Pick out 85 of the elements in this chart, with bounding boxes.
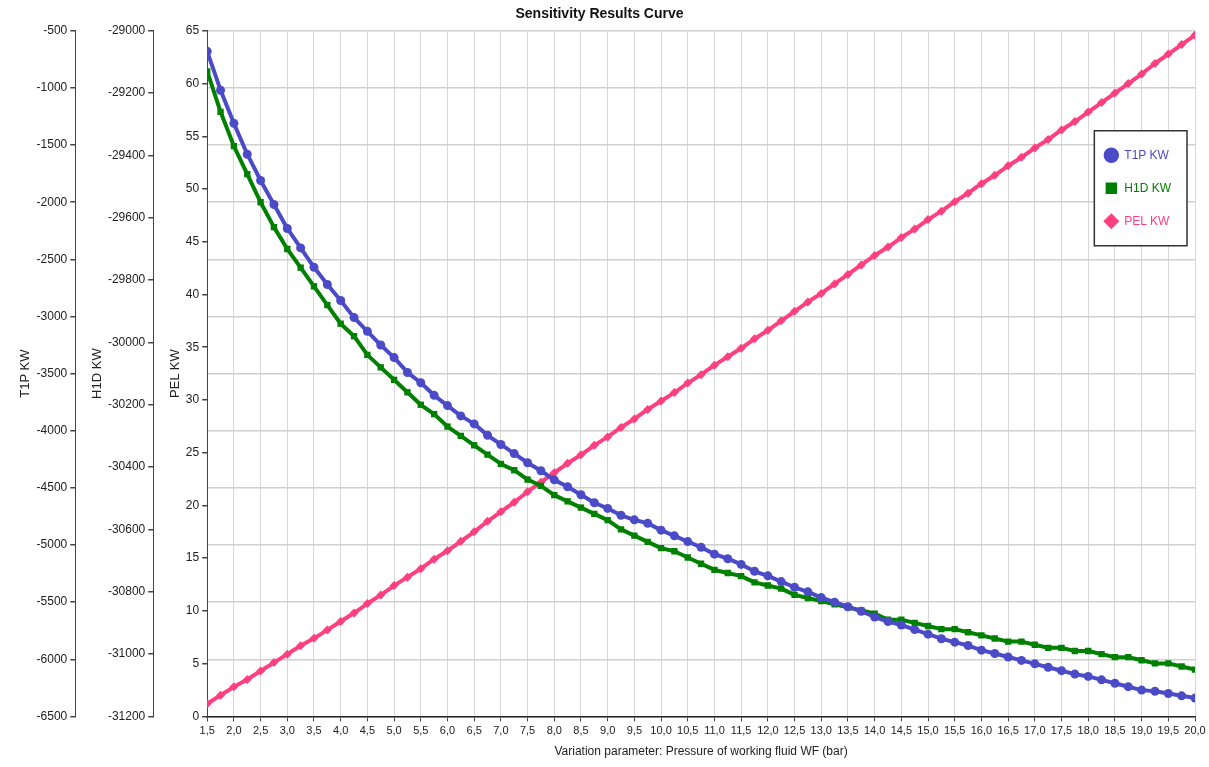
x-tick-label: 2,0 [226,724,242,737]
x-tick-label: 7,0 [493,724,509,737]
y3-axis-title: PEL KW [166,348,182,398]
legend-label: T1P KW [1124,147,1170,162]
x-tick-label: 9,0 [600,724,616,737]
x-tick-label: 19,0 [1130,724,1153,737]
x-tick-label: 15,0 [917,724,939,737]
y2-tick-label: -30800 [107,584,146,599]
y-tick-label: -3500 [36,365,68,380]
y-tick-label: -5000 [36,537,68,552]
y-tick-label: -3000 [36,308,68,323]
y3-tick-label: 10 [185,603,200,618]
x-tick-label: 12,0 [757,724,779,737]
legend-label: PEL KW [1124,213,1170,228]
y-tick-label: -1000 [36,80,68,95]
x-tick-label: 8,5 [573,724,589,737]
y2-tick-label: -29400 [107,147,146,162]
y2-tick-label: -29200 [107,85,146,100]
y2-tick-label: -30400 [107,459,146,474]
x-tick-label: 5,5 [413,724,429,737]
x-tick-label: 10,0 [650,724,672,737]
y-tick-label: -4500 [36,480,68,495]
y2-tick-label: -29600 [107,210,146,225]
y3-tick-label: 15 [185,550,200,565]
x-tick-label: 15,5 [944,724,966,737]
x-tick-label: 14,0 [863,724,886,737]
x-tick-label: 5,0 [386,724,402,737]
y2-tick-label: -30200 [107,397,146,412]
y3-tick-label: 60 [185,75,200,90]
y3-tick-label: 5 [192,655,200,670]
x-tick-label: 16,0 [970,724,993,737]
x-tick-label: 4,5 [359,724,376,737]
x-tick-label: 6,5 [466,724,482,737]
y2-axis-title: H1D KW [88,347,104,399]
y2-tick-label: -30600 [107,521,146,536]
x-tick-label: 11,0 [704,724,725,737]
y2-tick-label: -31000 [107,646,146,661]
y-tick-label: -6500 [36,708,68,723]
legend-label: H1D KW [1124,180,1172,195]
y3-tick-label: 35 [185,339,200,354]
y2-tick-label: -29000 [107,23,146,38]
x-tick-label: 11,5 [730,724,752,737]
x-tick-label: 17,0 [1024,724,1046,737]
y3-tick-label: 45 [185,234,200,249]
x-tick-label: 20,0 [1184,724,1206,737]
y3-tick-label: 40 [185,286,200,301]
y3-tick-label: 50 [185,181,200,196]
x-tick-label: 2,5 [252,724,269,737]
y3-tick-label: 0 [192,708,200,723]
x-tick-label: 3,0 [279,724,295,737]
x-tick-label: 10,5 [677,724,699,737]
y3-tick-label: 20 [185,497,200,512]
x-tick-label: 12,5 [783,724,806,737]
chart-title: Sensitivity Results Curve [515,5,684,22]
x-axis-title: Variation parameter: Pressure of working fluid WF (bar) [554,744,848,759]
x-tick-label: 16,5 [997,724,1019,737]
y-tick-label: -5500 [36,594,68,609]
x-tick-label: 14,5 [890,724,913,737]
y3-tick-label: 55 [185,128,200,143]
x-tick-label: 6,0 [439,724,456,737]
x-tick-label: 1,5 [199,724,215,737]
y-tick-label: -500 [43,23,68,38]
x-tick-label: 9,5 [626,724,643,737]
x-tick-label: 17,5 [1050,724,1073,737]
x-tick-label: 3,5 [306,724,322,737]
y3-tick-label: 30 [185,392,200,407]
y-tick-label: -6000 [36,651,68,666]
y-tick-label: -1500 [36,137,68,152]
x-tick-label: 4,0 [333,724,349,737]
y3-tick-label: 25 [185,445,200,460]
y-tick-label: -4000 [36,423,68,438]
x-tick-label: 7,5 [519,724,536,737]
x-tick-label: 18,0 [1077,724,1099,737]
x-tick-label: 19,5 [1157,724,1180,737]
x-tick-label: 18,5 [1104,724,1126,737]
y2-tick-label: -30000 [107,334,146,349]
y-axis-title: T1P KW [17,348,33,398]
x-tick-label: 13,0 [810,724,832,737]
y2-tick-label: -29800 [107,272,146,287]
y-tick-label: -2000 [36,194,68,209]
y-tick-label: -2500 [36,251,68,266]
x-tick-label: 13,5 [837,724,859,737]
x-tick-label: 8,0 [546,724,562,737]
y3-tick-label: 65 [185,23,200,38]
y2-tick-label: -31200 [107,708,146,723]
